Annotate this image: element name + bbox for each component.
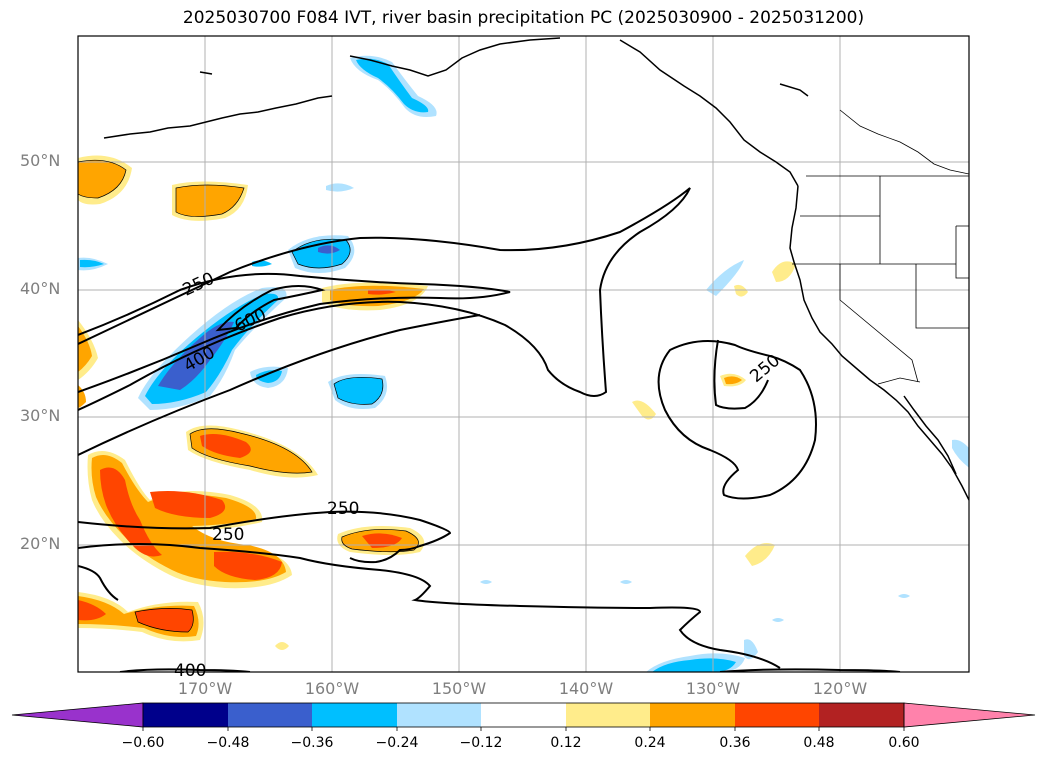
ivt-600 (215, 285, 326, 332)
aleutian-coast (103, 95, 333, 139)
ivt-label-250-d: 250 (212, 525, 244, 545)
neg-dot-14n-125w (772, 618, 784, 622)
ivt-400-south-edge (78, 565, 119, 601)
lat-label-50n: 50°N (20, 151, 61, 170)
ivt-250-closed-circle (657, 339, 817, 500)
ivt-contours (78, 187, 901, 672)
lon-label-130w: 130°W (685, 679, 741, 698)
state-borders (792, 109, 969, 385)
ivt-250-outer-river (78, 187, 691, 411)
ivt-250-inner-return (78, 272, 511, 393)
ivt-400-bottom (119, 668, 251, 672)
ivt-250-south-band (78, 543, 781, 669)
colorbar-bin-6 (566, 703, 650, 727)
colorbar (11, 702, 1036, 731)
colorbar-bin-2 (228, 703, 312, 727)
pos-small-41n-124w (772, 261, 796, 282)
neg-dot-16n-115w (898, 594, 910, 598)
ivt-label-250-a: 250 (180, 269, 218, 301)
lat-label-30n: 30°N (20, 406, 61, 425)
baja-coast (903, 395, 957, 475)
west-coast-us (789, 185, 969, 501)
coastlines (103, 37, 969, 501)
colorbar-tick-4: −0.24 (375, 735, 419, 751)
ivt-label-250-b: 250 (746, 351, 784, 387)
ivt-label-400-b: 400 (174, 661, 206, 681)
pc-outlines (78, 159, 419, 633)
alaska-coast (349, 37, 561, 77)
colorbar-tick-9: 0.48 (803, 735, 835, 751)
neg-small-27n-118w (952, 439, 969, 468)
lon-label-150w: 150°W (431, 679, 487, 698)
colorbar-extend-high (903, 702, 1036, 728)
colorbar-bin-7 (650, 703, 735, 727)
ivt-250-subtropical (78, 510, 452, 564)
panhandle-coast (619, 39, 799, 187)
map-area (78, 36, 969, 672)
map-title: 2025030700 F084 IVT, river basin precipi… (182, 8, 865, 28)
lon-label-120w: 120°W (812, 679, 868, 698)
lon-label-160w: 160°W (304, 679, 360, 698)
lon-label-140w: 140°W (558, 679, 614, 698)
colorbar-bin-4 (397, 703, 481, 727)
negative-pc-shading (78, 55, 969, 672)
colorbar-bin-1 (143, 703, 228, 727)
lat-label-20n: 20°N (20, 534, 61, 553)
map-frame (77, 35, 970, 673)
pos-small-15n-164w (275, 642, 289, 650)
ivt-bottom-right (719, 668, 901, 672)
colorbar-tick-5: −0.12 (459, 735, 503, 751)
colorbar-tick-8: 0.36 (719, 735, 751, 751)
colorbar-extend-low (11, 702, 144, 728)
colorbar-bin-8 (735, 703, 819, 727)
colorbar-frame (142, 702, 905, 728)
lon-label-170w: 170°W (177, 679, 233, 698)
colorbar-tick-3: −0.36 (290, 735, 334, 751)
colorbar-bin-5 (481, 703, 566, 727)
colorbar-tick-1: −0.60 (121, 735, 165, 751)
lat-label-40n: 40°N (20, 279, 61, 298)
ivt-250-south-tongue (78, 314, 481, 456)
pos-small-31n-137w (632, 400, 656, 420)
colorbar-bin-3 (312, 703, 397, 727)
neg-small-41n-128w (706, 260, 744, 296)
colorbar-tick-10: 0.60 (888, 735, 920, 751)
pos-small-19n-127w (745, 543, 775, 566)
neg-dot-17n-137w (620, 580, 632, 584)
pos-small-40n-130w (734, 284, 748, 297)
neg-dot-17n-148w (480, 580, 492, 584)
colorbar-tick-6: 0.12 (550, 735, 582, 751)
ivt-label-250-c: 250 (327, 499, 359, 519)
neg-small-48n-160w (326, 183, 354, 192)
colorbar-tick-7: 0.24 (634, 735, 666, 751)
colorbar-tick-2: −0.48 (206, 735, 250, 751)
colorbar-bin-9 (819, 703, 904, 727)
